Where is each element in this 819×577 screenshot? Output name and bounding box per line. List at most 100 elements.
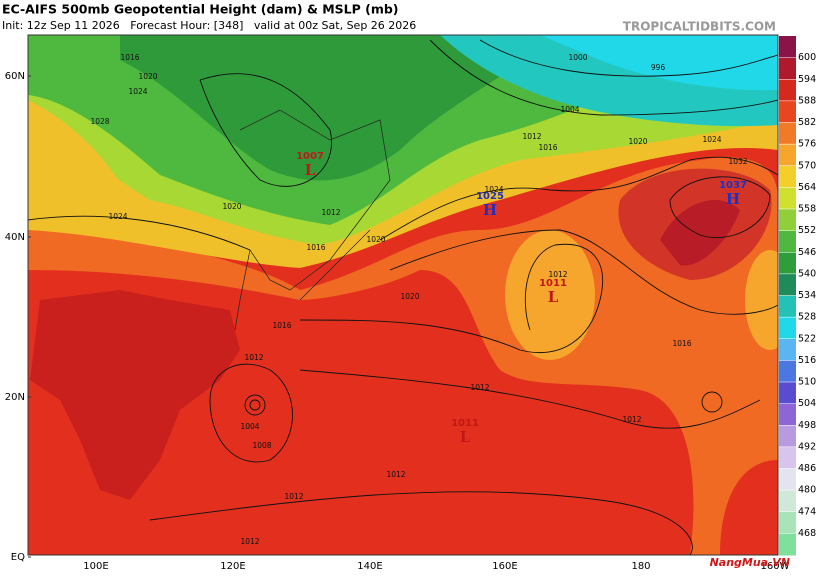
isobar bbox=[299, 243, 604, 353]
colorbar-label: 480 bbox=[798, 485, 816, 496]
lon-label: 160E bbox=[492, 561, 517, 572]
isobar-label: 1012 bbox=[470, 383, 489, 392]
colorbar-label: 570 bbox=[798, 160, 816, 171]
colorbar-swatch bbox=[779, 468, 796, 491]
colorbar-swatch bbox=[779, 360, 796, 383]
source: TROPICALTIDBITS.COM bbox=[623, 20, 776, 34]
pressure-value: 1037 bbox=[719, 180, 747, 191]
colorbar-label: 582 bbox=[798, 117, 816, 128]
field bbox=[540, 35, 778, 91]
isobar-label: 1012 bbox=[622, 415, 641, 424]
isobar bbox=[199, 73, 332, 187]
lat-label: EQ bbox=[11, 552, 25, 563]
colorbar-swatch bbox=[779, 338, 796, 361]
isobar-label: 1012 bbox=[548, 270, 567, 279]
isobar-label: 1024 bbox=[128, 87, 147, 96]
colorbar-swatch bbox=[779, 187, 796, 210]
colorbar-swatch bbox=[779, 317, 796, 340]
isobar-label: 1020 bbox=[400, 292, 419, 301]
colorbar-label: 498 bbox=[798, 420, 816, 431]
isobar-label: 1012 bbox=[321, 208, 340, 217]
colorbar-label: 534 bbox=[798, 290, 816, 301]
colorbar-label: 528 bbox=[798, 312, 816, 323]
colorbar-label: 474 bbox=[798, 506, 816, 517]
isobar-label: 1024 bbox=[702, 135, 721, 144]
field bbox=[505, 230, 595, 360]
colorbar-swatch bbox=[779, 511, 796, 534]
isobar bbox=[244, 394, 266, 416]
isobar-label: 1032 bbox=[728, 157, 747, 166]
coastline bbox=[234, 109, 391, 331]
lon-label: 120E bbox=[220, 561, 245, 572]
isobar-label: 1020 bbox=[222, 202, 241, 211]
colorbar-swatch bbox=[779, 165, 796, 188]
pressure-type: L bbox=[305, 161, 316, 179]
isobar bbox=[669, 176, 771, 239]
colorbar-label: 522 bbox=[798, 333, 816, 344]
pressure-value: 1011 bbox=[451, 418, 479, 429]
colorbar-swatch bbox=[779, 57, 796, 80]
colorbar-swatch bbox=[779, 122, 796, 145]
isobar-label: 1024 bbox=[484, 185, 503, 194]
isobar-label: 1016 bbox=[306, 243, 325, 252]
colorbar-label: 504 bbox=[798, 398, 816, 409]
lon-label: 140E bbox=[357, 561, 382, 572]
watermark: NangMua.VN bbox=[710, 556, 790, 569]
field bbox=[745, 250, 778, 350]
field bbox=[618, 168, 772, 280]
colorbar-swatch bbox=[779, 295, 796, 318]
pressure-value: 1011 bbox=[539, 278, 567, 289]
isobar-label: 996 bbox=[651, 63, 666, 72]
colorbar-label: 546 bbox=[798, 247, 816, 258]
pressure-type: H bbox=[726, 190, 740, 208]
colorbar-swatch bbox=[779, 382, 796, 405]
isobar-label: 1012 bbox=[244, 353, 263, 362]
colorbar-swatch bbox=[779, 403, 796, 426]
isobar bbox=[249, 399, 261, 411]
subtitle: Init: 12z Sep 11 2026 Forecast Hour: [34… bbox=[2, 19, 416, 32]
isobar-label: 1012 bbox=[522, 132, 541, 141]
isobar bbox=[149, 491, 693, 555]
colorbar-label: 516 bbox=[798, 355, 816, 366]
colorbar-swatch bbox=[779, 490, 796, 513]
lat-label: 60N bbox=[5, 71, 25, 82]
colorbar-swatch bbox=[779, 446, 796, 469]
isobar-label: 1012 bbox=[284, 492, 303, 501]
isobar bbox=[429, 39, 778, 116]
isobar bbox=[379, 156, 778, 241]
isobar-label: 1028 bbox=[90, 117, 109, 126]
isobar-label: 1012 bbox=[386, 470, 405, 479]
colorbar-label: 594 bbox=[798, 74, 816, 85]
isobar-label: 1016 bbox=[120, 53, 139, 62]
colorbar-label: 510 bbox=[798, 377, 816, 388]
isobar-label: 1020 bbox=[628, 137, 647, 146]
colorbar-label: 576 bbox=[798, 139, 816, 150]
isobar-labels: 1016 1020 1024 1028 1024 1020 1016 1012 1020 1024… bbox=[90, 53, 747, 546]
isobar-label: 1008 bbox=[252, 441, 271, 450]
colorbar-swatch bbox=[779, 533, 796, 556]
map-frame bbox=[27, 34, 779, 556]
field bbox=[120, 35, 560, 181]
land bbox=[30, 290, 240, 500]
lat-label: 20N bbox=[5, 392, 25, 403]
isobar-label: 1004 bbox=[560, 105, 579, 114]
colorbar-label: 468 bbox=[798, 528, 816, 539]
lat-label: 40N bbox=[5, 232, 25, 243]
pressure-type: L bbox=[548, 288, 559, 306]
colorbar-label: 558 bbox=[798, 204, 816, 215]
isobar-label: 1016 bbox=[672, 339, 691, 348]
colorbar-swatch bbox=[779, 209, 796, 232]
isobar bbox=[701, 391, 723, 413]
colorbar-label: 564 bbox=[798, 182, 816, 193]
colorbar-label: 540 bbox=[798, 268, 816, 279]
isobar bbox=[479, 39, 778, 77]
colorbar-label: 486 bbox=[798, 463, 816, 474]
colorbar-swatch bbox=[779, 79, 796, 102]
field bbox=[28, 100, 130, 223]
colorbar-label: 600 bbox=[798, 52, 816, 63]
pressure-value: 1007 bbox=[296, 151, 324, 162]
isobar bbox=[299, 369, 761, 429]
colorbar-swatch bbox=[779, 425, 796, 448]
